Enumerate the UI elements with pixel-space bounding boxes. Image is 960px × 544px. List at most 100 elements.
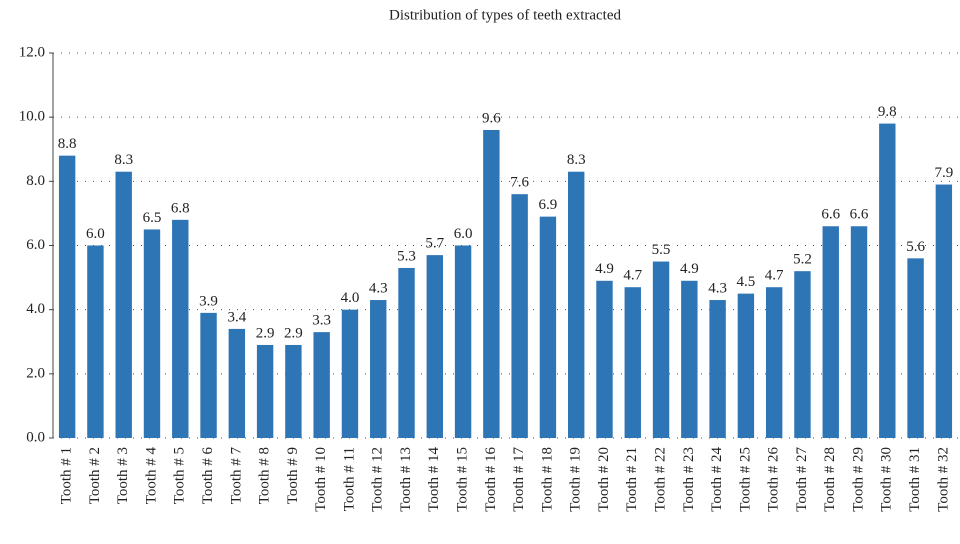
y-tick-label: 0.0 <box>26 429 45 445</box>
bar <box>115 171 132 439</box>
bar <box>511 194 528 438</box>
x-tick-label: Tooth # 31 <box>907 447 923 512</box>
value-label: 6.6 <box>850 207 869 223</box>
value-label: 7.6 <box>510 175 529 191</box>
bar <box>652 261 670 438</box>
x-tick-label: Tooth # 23 <box>681 447 697 512</box>
bar <box>539 216 557 438</box>
x-tick-label: Tooth # 22 <box>652 447 668 512</box>
value-label: 4.7 <box>765 268 784 284</box>
x-tick-label: Tooth # 25 <box>737 447 753 512</box>
bar <box>58 155 76 438</box>
value-label: 4.7 <box>623 268 642 284</box>
value-label: 3.9 <box>199 293 218 309</box>
value-label: 6.0 <box>86 226 105 242</box>
x-tick-label: Tooth # 11 <box>341 447 357 511</box>
x-tick-label: Tooth # 32 <box>935 447 951 512</box>
bar <box>370 300 387 438</box>
value-label: 4.0 <box>341 290 360 306</box>
x-tick-label: Tooth # 27 <box>794 447 810 512</box>
value-label: 5.2 <box>793 252 812 268</box>
x-tick-label: Tooth # 13 <box>398 447 414 512</box>
y-tick-label: 12.0 <box>19 44 45 60</box>
bar <box>398 267 415 438</box>
value-label: 8.3 <box>114 152 133 168</box>
value-label: 3.4 <box>227 309 246 325</box>
value-label: 6.5 <box>143 210 162 226</box>
bar <box>285 344 302 438</box>
bar <box>709 300 726 438</box>
x-tick-label: Tooth # 21 <box>624 447 640 512</box>
x-tick-label: Tooth # 7 <box>228 447 244 505</box>
x-tick-label: Tooth # 20 <box>596 447 612 512</box>
x-tick-label: Tooth # 29 <box>850 447 866 512</box>
bar <box>228 328 246 438</box>
x-tick-label: Tooth # 6 <box>200 447 216 505</box>
x-tick-label: Tooth # 9 <box>285 447 301 504</box>
bar <box>907 258 924 438</box>
bar <box>794 271 811 438</box>
value-label: 5.6 <box>906 239 925 255</box>
value-label: 5.3 <box>397 248 416 264</box>
x-tick-label: Tooth # 2 <box>87 447 103 504</box>
bar <box>850 226 868 438</box>
x-tick-label: Tooth # 4 <box>143 447 159 505</box>
bar <box>143 229 161 438</box>
value-label: 6.0 <box>454 226 473 242</box>
bar <box>426 255 443 438</box>
x-tick-label: Tooth # 16 <box>483 447 499 512</box>
x-tick-label: Tooth # 10 <box>313 447 329 512</box>
bar <box>822 226 839 438</box>
bar <box>681 280 698 438</box>
bar <box>454 245 472 438</box>
value-label: 4.9 <box>595 261 614 277</box>
value-label: 2.9 <box>284 325 303 341</box>
x-tick-label: Tooth # 14 <box>426 447 442 512</box>
x-tick-label: Tooth # 5 <box>172 447 188 504</box>
y-tick-label: 6.0 <box>26 237 45 253</box>
bar <box>935 184 953 438</box>
bar <box>765 287 783 438</box>
x-tick-label: Tooth # 26 <box>766 447 782 512</box>
value-label: 3.3 <box>312 313 331 329</box>
bar <box>596 280 613 438</box>
x-tick-label: Tooth # 3 <box>115 447 131 504</box>
value-label: 6.6 <box>821 207 840 223</box>
value-label: 2.9 <box>256 325 275 341</box>
value-label: 9.6 <box>482 110 501 126</box>
value-label: 9.8 <box>878 104 897 120</box>
value-label: 4.3 <box>708 280 727 296</box>
x-tick-label: Tooth # 1 <box>59 447 75 504</box>
bar <box>256 344 274 438</box>
y-tick-label: 4.0 <box>26 301 45 317</box>
x-tick-label: Tooth # 18 <box>539 447 555 512</box>
chart-title: Distribution of types of teeth extracted <box>389 7 622 23</box>
x-tick-label: Tooth # 12 <box>370 447 386 512</box>
value-label: 4.3 <box>369 280 388 296</box>
bar <box>341 309 359 438</box>
x-tick-label: Tooth # 8 <box>257 447 273 504</box>
y-tick-label: 8.0 <box>26 173 45 189</box>
bar <box>172 219 189 438</box>
value-label: 8.8 <box>58 136 77 152</box>
value-label: 6.8 <box>171 200 190 216</box>
y-tick-label: 2.0 <box>26 365 45 381</box>
value-label: 8.3 <box>567 152 586 168</box>
value-label: 4.9 <box>680 261 699 277</box>
x-tick-label: Tooth # 15 <box>455 447 471 512</box>
x-tick-label: Tooth # 30 <box>879 447 895 512</box>
value-label: 6.9 <box>539 197 558 213</box>
x-tick-label: Tooth # 24 <box>709 447 725 512</box>
bar <box>624 287 641 438</box>
bar <box>87 245 104 438</box>
bar <box>483 130 500 438</box>
bar <box>879 123 896 438</box>
value-label: 5.5 <box>652 242 671 258</box>
bar <box>200 312 217 438</box>
bar <box>737 293 755 438</box>
value-label: 5.7 <box>425 236 444 252</box>
bar <box>568 171 585 439</box>
value-label: 7.9 <box>934 165 953 181</box>
y-tick-label: 10.0 <box>19 109 45 125</box>
